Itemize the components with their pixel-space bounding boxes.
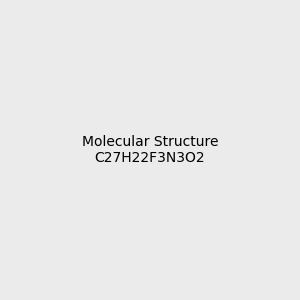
Text: Molecular Structure
C27H22F3N3O2: Molecular Structure C27H22F3N3O2: [82, 135, 218, 165]
